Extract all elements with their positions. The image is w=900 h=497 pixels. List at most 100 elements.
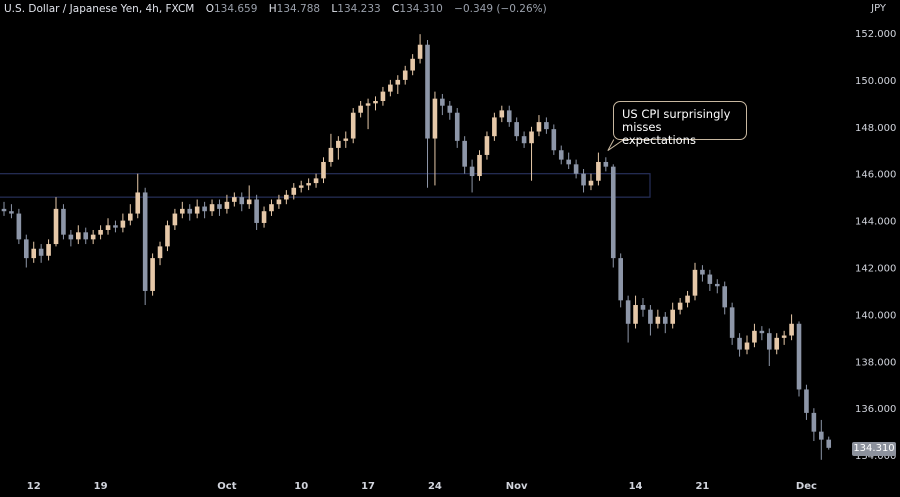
candle-body (529, 131, 534, 144)
candle (477, 150, 482, 181)
candle (135, 173, 141, 219)
candle-body (358, 105, 363, 113)
candle-body (774, 337, 780, 350)
candle (662, 312, 668, 334)
candle (544, 117, 549, 134)
time-axis: 12 19 Oct 10 17 24 Nov 14 21 Dec (27, 481, 817, 492)
candle (291, 183, 297, 200)
candle (105, 218, 111, 235)
candle-body (157, 246, 163, 259)
candle (365, 98, 371, 130)
candle (373, 96, 378, 111)
candle-body (722, 286, 728, 308)
candle (610, 164, 616, 268)
candle (677, 297, 683, 315)
candle-body (521, 136, 527, 144)
candle-body (98, 229, 103, 235)
candle (128, 204, 133, 226)
candle (16, 208, 22, 245)
candle (551, 124, 557, 155)
candle (596, 152, 601, 186)
candle (53, 197, 59, 247)
candle-body (655, 316, 661, 324)
candle (440, 93, 445, 116)
candle (573, 159, 579, 179)
candle-body (388, 84, 393, 92)
candle-body (53, 208, 59, 245)
candle (618, 253, 623, 308)
candle-body (692, 269, 698, 296)
candle-body (135, 192, 141, 214)
candle-body (573, 164, 579, 174)
candle-body (150, 258, 155, 291)
candle-body (68, 234, 74, 240)
price-tick-label: 142.000 (855, 264, 896, 275)
price-tick-label: 140.000 (855, 310, 896, 321)
candle (83, 227, 89, 245)
candle (172, 208, 178, 230)
candle (224, 194, 230, 214)
date-tick-label: Dec (796, 481, 817, 492)
candle (150, 253, 155, 296)
candle (529, 126, 534, 181)
candle (395, 75, 401, 94)
candle-body (291, 187, 297, 195)
candle-body (610, 166, 616, 259)
price-tick-label: 138.000 (855, 357, 896, 368)
candle (737, 333, 742, 357)
candle (209, 199, 215, 216)
candle-body (492, 117, 497, 137)
candle-body (350, 112, 356, 139)
candle (31, 241, 37, 263)
candle (640, 297, 646, 317)
candle-body (239, 197, 245, 205)
candle-body (105, 225, 111, 230)
candle-body (180, 208, 185, 214)
date-tick-label: 10 (294, 481, 308, 492)
candle (23, 234, 29, 268)
candle (90, 229, 96, 245)
candle-body (83, 232, 89, 240)
candle (633, 295, 638, 329)
candle (388, 79, 393, 97)
candle-body (336, 140, 341, 148)
candle-body (618, 258, 623, 301)
candle-body (536, 122, 542, 132)
price-tick-label: 134.000 (855, 451, 896, 462)
candle (714, 279, 720, 294)
candle-body (365, 103, 371, 106)
candle-body (603, 161, 609, 167)
candle-body (714, 283, 720, 287)
candle-body (373, 101, 378, 104)
candle (298, 180, 304, 193)
date-tick-label: 19 (94, 481, 108, 492)
symbol-title[interactable]: U.S. Dollar / Japanese Yen, 4h, FXCM (4, 3, 195, 15)
candle (202, 201, 207, 219)
annotation-pointer (607, 139, 625, 152)
candle (588, 173, 594, 191)
candle-body (395, 79, 401, 85)
candle (9, 204, 14, 219)
candle (462, 136, 467, 174)
candle-body (819, 431, 824, 440)
candle-body (276, 199, 282, 205)
candle-body (685, 295, 690, 303)
candle-body (677, 302, 683, 310)
candle-body (254, 199, 259, 223)
candle-body (224, 201, 230, 209)
candle (536, 115, 542, 137)
candle (603, 157, 609, 172)
candle (98, 225, 103, 240)
candle (402, 65, 408, 85)
candle-body (544, 122, 549, 130)
candle (625, 295, 631, 343)
price-tick-label: 144.000 (855, 217, 896, 228)
candle (328, 133, 334, 167)
date-tick-label: 12 (27, 481, 41, 492)
candle-body (566, 159, 571, 165)
candle-body (172, 213, 178, 226)
annotation-line-2: misses expectations (622, 120, 696, 147)
candle (707, 269, 713, 291)
candle (766, 328, 772, 366)
